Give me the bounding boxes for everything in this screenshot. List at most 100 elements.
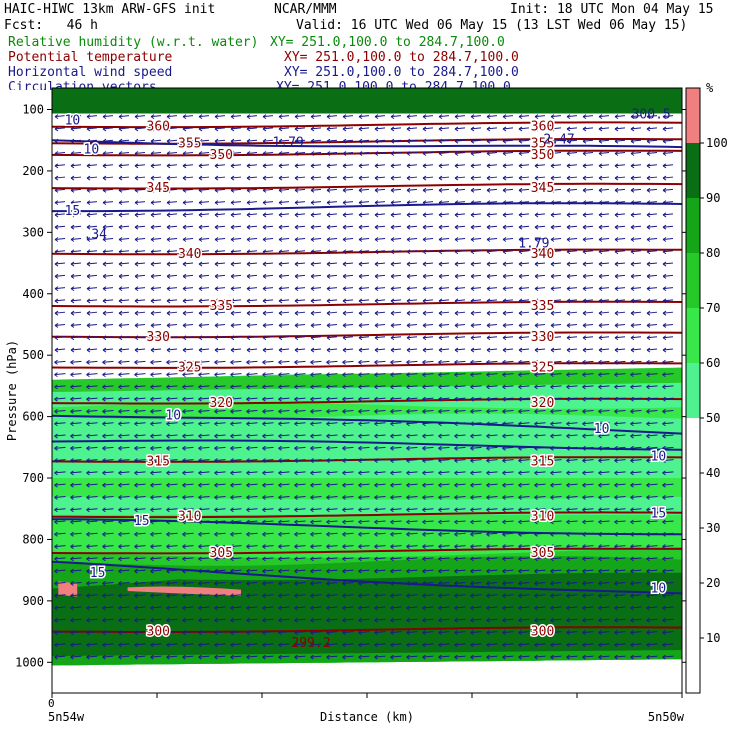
vector-head xyxy=(86,286,91,292)
vector-head xyxy=(438,372,442,378)
vector-head xyxy=(230,617,234,623)
vector-head xyxy=(342,617,346,623)
vector-head xyxy=(582,273,587,279)
vector-head xyxy=(598,544,602,550)
vector-shaft xyxy=(486,422,498,425)
vector-shaft xyxy=(134,262,146,265)
vector-shaft xyxy=(86,299,98,302)
vector-head xyxy=(438,187,443,193)
vector-head xyxy=(246,249,251,255)
vector-shaft xyxy=(118,311,130,314)
vector-shaft xyxy=(598,262,610,265)
vector-shaft xyxy=(246,176,258,179)
isotach-label-6: 15 xyxy=(134,514,150,529)
vector-shaft xyxy=(502,471,514,474)
vector-head xyxy=(134,593,138,599)
vector-shaft xyxy=(518,409,530,412)
vector-shaft xyxy=(534,446,546,449)
vector-shaft xyxy=(422,274,434,277)
vector-shaft xyxy=(566,422,578,425)
vector-shaft xyxy=(54,262,66,265)
vector-shaft xyxy=(54,459,66,462)
vector-head xyxy=(390,605,394,611)
vector-head xyxy=(102,581,106,586)
vector-shaft xyxy=(150,446,162,449)
vector-head xyxy=(342,531,346,537)
vector-shaft xyxy=(102,237,114,240)
vector-shaft xyxy=(70,520,82,523)
vector-shaft xyxy=(534,336,546,339)
vector-head xyxy=(134,519,138,525)
vector-head xyxy=(118,310,123,316)
vector-shaft xyxy=(646,422,658,425)
vector-shaft xyxy=(86,643,98,646)
vector-shaft xyxy=(310,213,322,216)
vector-shaft xyxy=(598,311,610,314)
vector-head xyxy=(294,261,299,267)
vector-shaft xyxy=(70,250,82,253)
vector-shaft xyxy=(262,360,274,363)
vector-head xyxy=(134,433,138,439)
vector-head xyxy=(598,261,603,267)
vector-head xyxy=(582,581,586,586)
vector-shaft xyxy=(86,225,98,228)
vector-head xyxy=(150,581,154,586)
vector-shaft xyxy=(454,508,466,511)
vector-shaft xyxy=(630,299,642,302)
vector-shaft xyxy=(406,139,418,142)
vector-head xyxy=(198,593,202,599)
vector-head xyxy=(246,642,250,648)
vector-head xyxy=(102,335,107,341)
vector-shaft xyxy=(630,606,642,609)
vector-head xyxy=(566,605,570,611)
vector-shaft xyxy=(454,311,466,314)
vector-head xyxy=(422,617,426,623)
vector-shaft xyxy=(630,336,642,339)
vector-shaft xyxy=(646,323,658,326)
vector-shaft xyxy=(294,631,306,634)
extremum-4: 299.2 xyxy=(291,636,330,651)
vector-shaft xyxy=(278,225,290,228)
vector-head xyxy=(502,421,506,427)
vector-shaft xyxy=(406,471,418,474)
vector-shaft xyxy=(518,311,530,314)
vector-head xyxy=(550,273,555,279)
vector-head xyxy=(182,654,186,660)
theta-label-right-300: 300 xyxy=(531,625,554,640)
vector-head xyxy=(198,409,202,414)
vector-shaft xyxy=(102,299,114,302)
vector-head xyxy=(134,568,138,574)
vector-shaft xyxy=(198,323,210,326)
vector-shaft xyxy=(550,373,562,376)
vector-shaft xyxy=(550,164,562,167)
vector-shaft xyxy=(646,643,658,646)
vector-shaft xyxy=(470,594,482,597)
vector-shaft xyxy=(534,606,546,609)
vector-shaft xyxy=(374,397,386,400)
vector-shaft xyxy=(374,151,386,154)
vector-head xyxy=(182,581,186,586)
vector-head xyxy=(406,617,410,623)
vector-shaft xyxy=(214,250,226,253)
vector-head xyxy=(502,261,507,267)
vector-head xyxy=(502,138,507,144)
vector-shaft xyxy=(422,471,434,474)
vector-shaft xyxy=(598,151,610,154)
vector-head xyxy=(518,384,522,390)
vector-head xyxy=(550,470,554,476)
vector-head xyxy=(662,323,667,328)
vector-shaft xyxy=(662,213,674,216)
vector-shaft xyxy=(230,422,242,425)
vector-head xyxy=(550,114,555,120)
vector-shaft xyxy=(518,237,530,240)
vector-head xyxy=(438,630,442,635)
vector-shaft xyxy=(86,274,98,277)
vector-shaft xyxy=(390,569,402,572)
vector-head xyxy=(502,151,507,156)
vector-shaft xyxy=(518,446,530,449)
theta-label-350: 350 xyxy=(210,148,233,163)
vector-head xyxy=(326,581,330,586)
vector-head xyxy=(502,630,506,635)
vector-shaft xyxy=(406,459,418,462)
vector-head xyxy=(454,421,458,427)
